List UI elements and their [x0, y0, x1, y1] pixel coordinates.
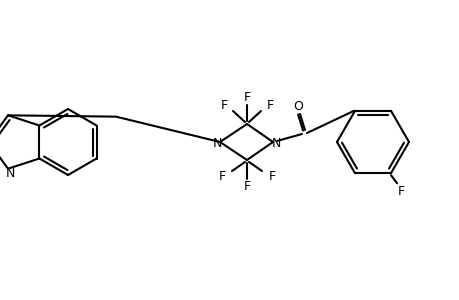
- Text: N: N: [212, 136, 221, 149]
- Text: F: F: [243, 181, 250, 194]
- Text: F: F: [218, 170, 225, 184]
- Text: F: F: [243, 91, 250, 103]
- Text: F: F: [268, 170, 275, 184]
- Text: N: N: [271, 136, 280, 149]
- Text: F: F: [220, 98, 227, 112]
- Text: O: O: [292, 100, 302, 112]
- Text: F: F: [266, 98, 273, 112]
- Text: N: N: [6, 167, 15, 180]
- Text: F: F: [397, 185, 403, 198]
